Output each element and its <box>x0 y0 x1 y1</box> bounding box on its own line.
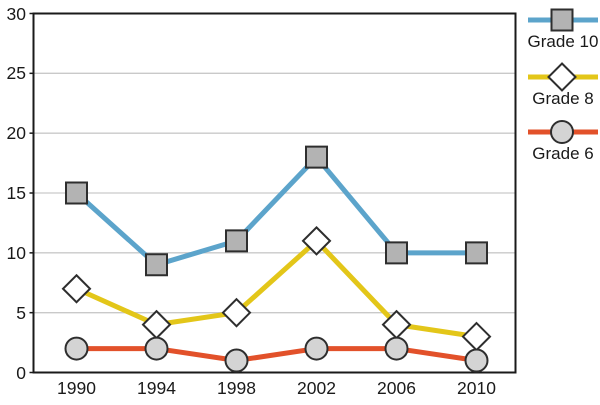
marker-circle <box>384 336 409 361</box>
marker-diamond <box>141 309 172 340</box>
x-axis-tick-label: 2002 <box>297 378 336 398</box>
y-axis: 0 5 10 15 20 25 30 <box>0 0 28 405</box>
legend-label: Grade 10 <box>527 32 599 51</box>
marker-diamond <box>61 273 92 304</box>
y-axis-tick-label: 30 <box>6 3 26 24</box>
y-axis-tick-label: 0 <box>16 362 26 383</box>
y-axis-tick-label: 5 <box>16 302 26 323</box>
marker-square <box>550 8 574 32</box>
marker-square <box>225 229 248 253</box>
series-line-grade-6 <box>74 346 479 364</box>
x-axis-tick-label: 1994 <box>137 378 176 398</box>
marker-circle <box>144 336 169 361</box>
y-axis-tick-label: 15 <box>6 183 26 203</box>
marker-square <box>465 241 488 265</box>
y-axis-tick-label: 25 <box>6 63 26 84</box>
marker-circle <box>64 336 89 361</box>
series-line-grade-10 <box>74 154 479 268</box>
legend-marker-circle-icon <box>528 120 598 144</box>
legend: Grade 10 Grade 8 Grade 6 <box>526 0 600 180</box>
x-axis-tick-label: 1990 <box>57 378 96 398</box>
marker-circle <box>304 336 329 361</box>
legend-label: Grade 6 <box>532 144 594 163</box>
marker-diamond <box>221 297 252 328</box>
marker-circle <box>464 348 489 373</box>
marker-square <box>65 181 88 205</box>
legend-item-grade-10: Grade 10 <box>526 8 600 52</box>
marker-circle <box>224 348 249 373</box>
legend-item-grade-6: Grade 6 <box>526 120 600 164</box>
marker-diamond <box>461 321 492 352</box>
marker-circle <box>549 120 575 144</box>
marker-diamond <box>301 225 332 256</box>
marker-square <box>145 253 168 277</box>
x-axis-tick-label: 1998 <box>217 378 256 398</box>
marker-diamond <box>547 62 577 92</box>
marker-square <box>385 241 408 265</box>
legend-item-grade-8: Grade 8 <box>526 62 600 109</box>
marker-square <box>305 145 328 169</box>
legend-label: Grade 8 <box>532 89 594 108</box>
y-axis-tick-label: 20 <box>6 123 26 144</box>
x-axis-tick-label: 2006 <box>377 378 416 398</box>
legend-marker-diamond-icon <box>528 62 598 92</box>
series-line-grade-8 <box>74 238 479 340</box>
plot-border <box>32 12 517 374</box>
x-axis-tick-label: 2010 <box>457 378 496 398</box>
y-axis-tick-label: 10 <box>6 242 26 263</box>
legend-marker-square-icon <box>528 8 598 32</box>
